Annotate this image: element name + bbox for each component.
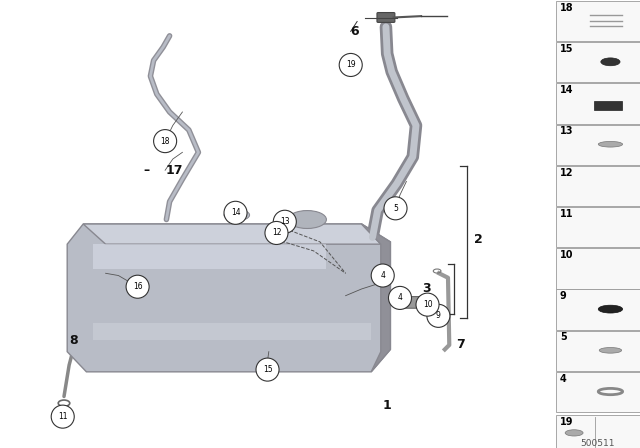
Text: 13: 13 (560, 126, 573, 136)
Ellipse shape (384, 197, 407, 220)
Ellipse shape (265, 221, 288, 245)
Polygon shape (93, 323, 371, 340)
Text: 19: 19 (560, 417, 573, 427)
Polygon shape (67, 224, 390, 372)
Text: 13: 13 (280, 217, 290, 226)
Text: 19: 19 (346, 60, 356, 69)
Ellipse shape (598, 305, 623, 313)
Text: 500511: 500511 (580, 439, 615, 448)
Polygon shape (362, 224, 390, 372)
Ellipse shape (598, 142, 623, 147)
Ellipse shape (427, 304, 450, 327)
Ellipse shape (224, 210, 250, 221)
FancyBboxPatch shape (556, 207, 640, 247)
FancyBboxPatch shape (556, 125, 640, 165)
Ellipse shape (416, 293, 439, 316)
Text: 11: 11 (58, 412, 67, 421)
Ellipse shape (224, 201, 247, 224)
Ellipse shape (51, 405, 74, 428)
FancyBboxPatch shape (556, 415, 640, 448)
Ellipse shape (256, 358, 279, 381)
Text: 2: 2 (474, 233, 483, 246)
Ellipse shape (126, 275, 149, 298)
Polygon shape (93, 244, 326, 269)
Text: 3: 3 (422, 282, 431, 296)
Ellipse shape (273, 210, 296, 233)
Text: 7: 7 (456, 338, 465, 352)
Text: 4: 4 (560, 374, 567, 383)
FancyBboxPatch shape (556, 42, 640, 82)
Ellipse shape (339, 53, 362, 77)
FancyBboxPatch shape (556, 372, 640, 412)
Text: 12: 12 (272, 228, 281, 237)
Text: 14: 14 (230, 208, 241, 217)
FancyBboxPatch shape (593, 101, 622, 110)
Ellipse shape (565, 430, 583, 436)
Text: 5: 5 (393, 204, 398, 213)
Text: 5: 5 (560, 332, 567, 342)
Text: 4: 4 (380, 271, 385, 280)
Text: 4: 4 (397, 293, 403, 302)
Text: 9: 9 (436, 311, 441, 320)
Text: 6: 6 (351, 25, 359, 38)
FancyBboxPatch shape (556, 331, 640, 371)
Polygon shape (83, 224, 381, 244)
Ellipse shape (599, 348, 621, 353)
FancyBboxPatch shape (556, 83, 640, 124)
Text: 1: 1 (383, 399, 392, 412)
Ellipse shape (371, 264, 394, 287)
Text: 10: 10 (560, 250, 573, 260)
Text: 16: 16 (132, 282, 143, 291)
FancyBboxPatch shape (556, 248, 640, 289)
Text: 11: 11 (560, 209, 573, 219)
FancyBboxPatch shape (556, 166, 640, 206)
FancyBboxPatch shape (556, 289, 640, 330)
Text: 14: 14 (560, 85, 573, 95)
Text: 8: 8 (69, 334, 77, 347)
FancyBboxPatch shape (556, 1, 640, 41)
Text: 15: 15 (262, 365, 273, 374)
Text: –: – (143, 164, 150, 177)
Text: 10: 10 (422, 300, 433, 309)
FancyBboxPatch shape (399, 297, 427, 308)
Ellipse shape (601, 58, 620, 66)
Text: 17: 17 (165, 164, 182, 177)
Text: 9: 9 (560, 291, 567, 301)
FancyBboxPatch shape (377, 13, 395, 22)
Ellipse shape (388, 286, 412, 310)
Ellipse shape (154, 129, 177, 153)
Text: 18: 18 (560, 3, 573, 13)
Ellipse shape (288, 211, 326, 228)
Text: 12: 12 (560, 168, 573, 177)
Text: 18: 18 (161, 137, 170, 146)
Text: 15: 15 (560, 44, 573, 54)
